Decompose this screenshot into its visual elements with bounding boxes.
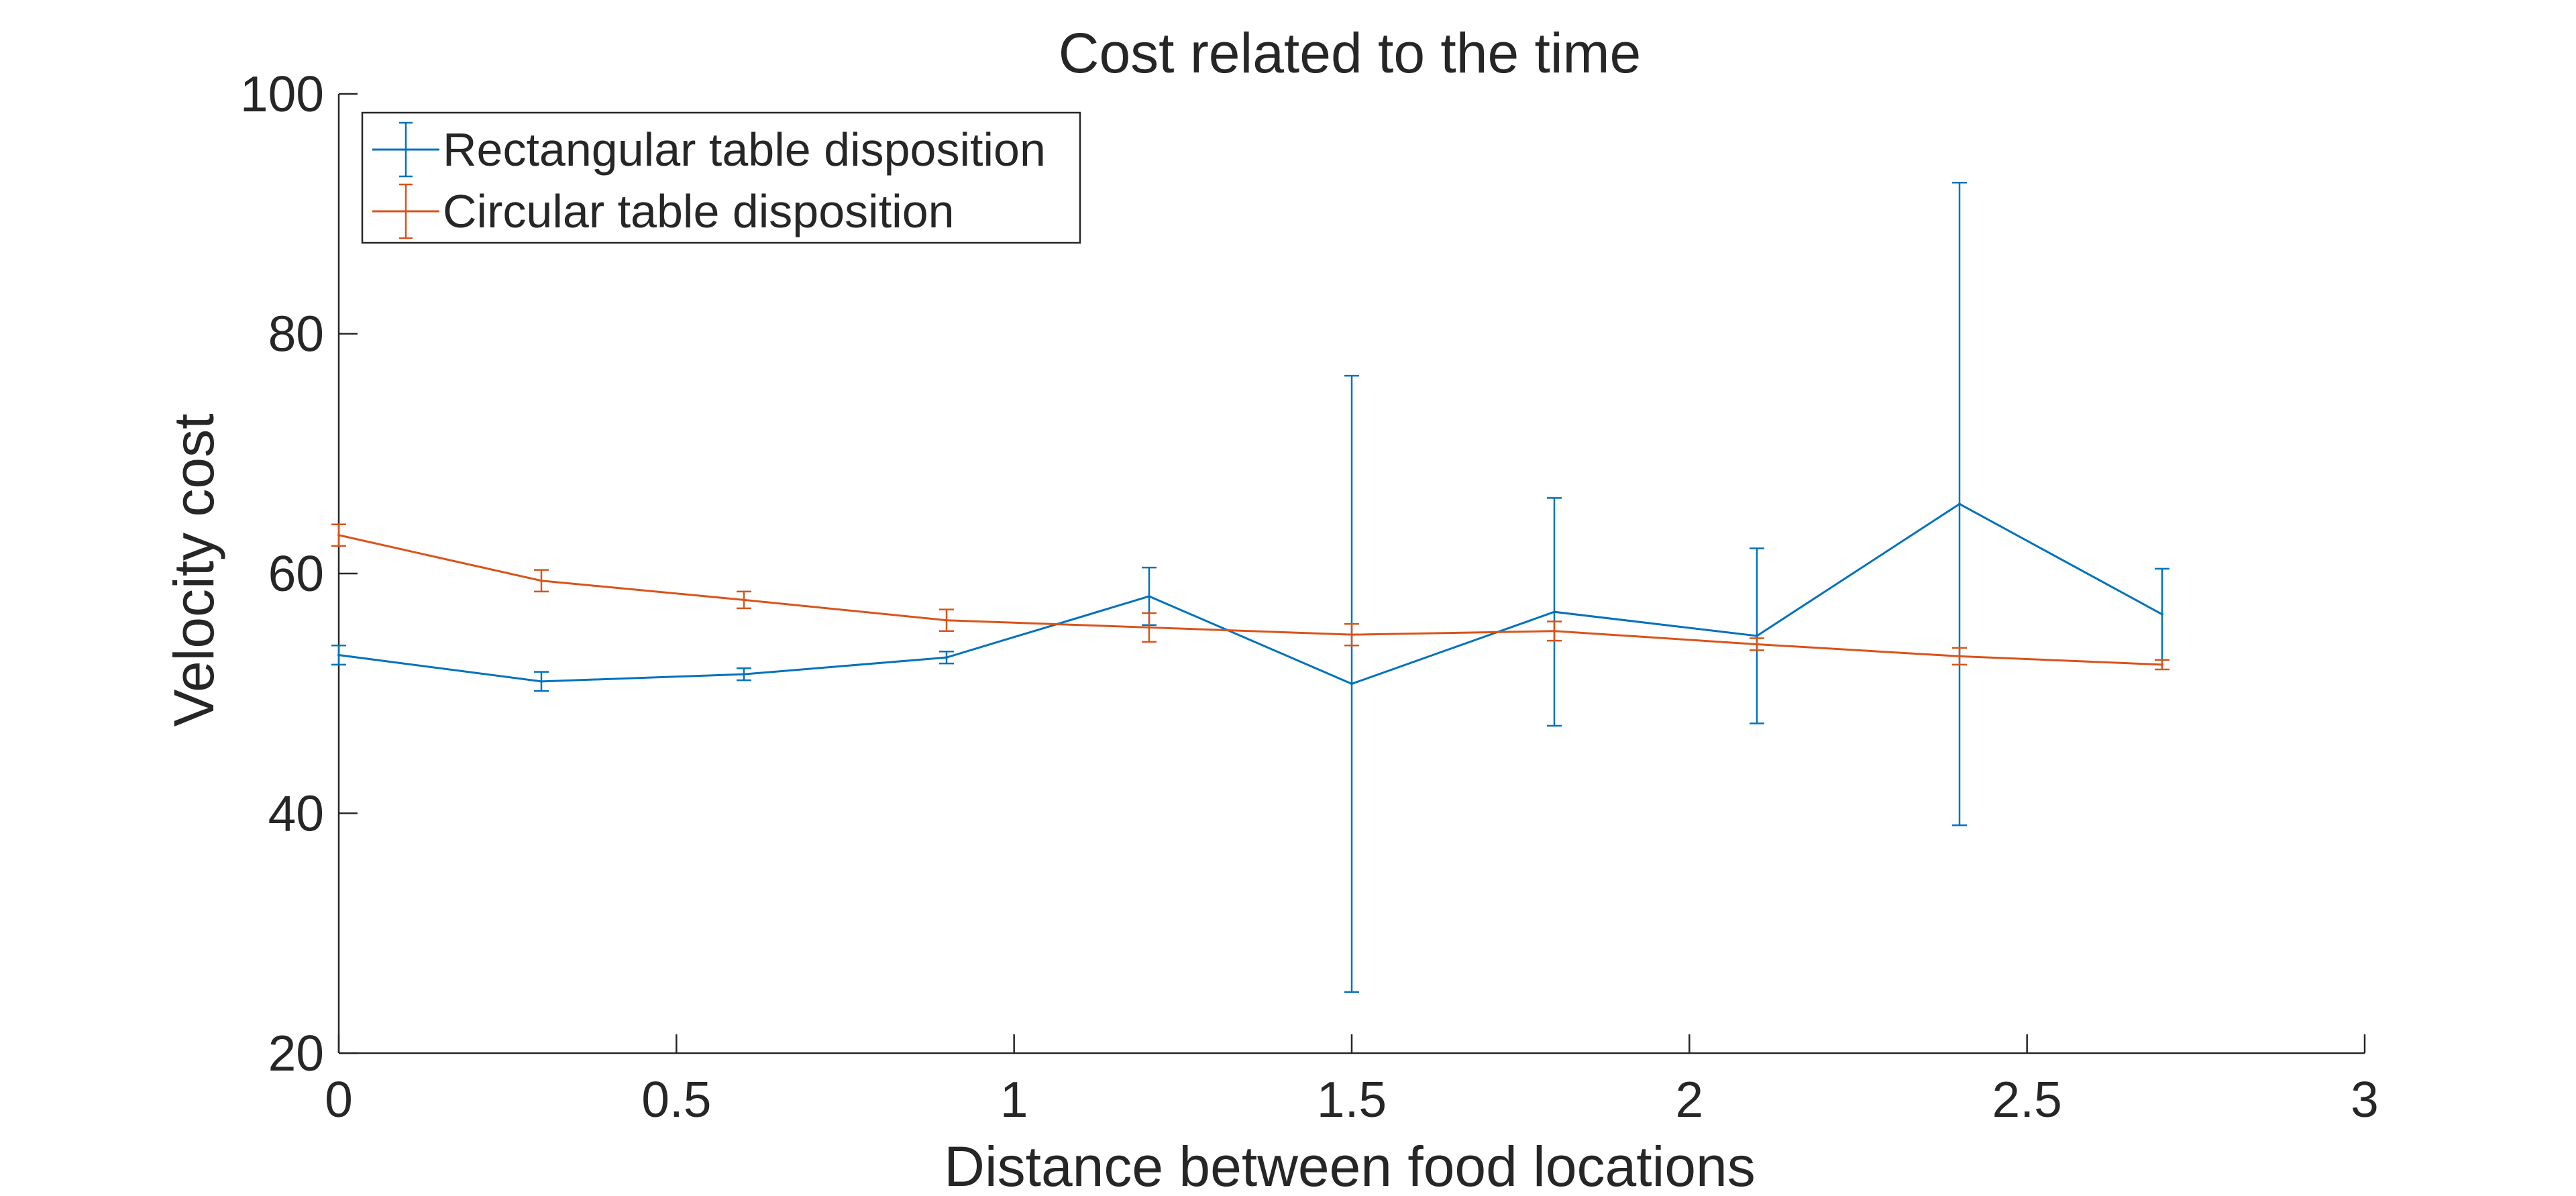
x-tick-label: 0.5	[641, 1071, 711, 1128]
data-point	[1350, 633, 1353, 637]
legend: Rectangular table disposition Circular ta…	[361, 111, 1081, 244]
y-tick-label: 60	[268, 545, 324, 602]
data-point	[337, 653, 340, 657]
data-point	[743, 598, 745, 602]
data-point	[1958, 502, 1961, 506]
data-point	[540, 679, 543, 683]
data-point	[1958, 655, 1961, 658]
error-bar	[737, 667, 751, 682]
series-1	[331, 523, 2169, 671]
error-bar	[2155, 567, 2169, 661]
data-point	[2161, 663, 2163, 666]
x-tick-label: 0	[325, 1071, 353, 1128]
x-tick-label: 2.5	[1992, 1071, 2062, 1128]
plot-area	[331, 182, 2169, 993]
error-bar	[1142, 612, 1157, 643]
data-point	[1350, 682, 1353, 686]
y-tick-label: 20	[268, 1025, 324, 1081]
data-point	[2161, 612, 2163, 616]
data-point	[945, 618, 948, 622]
data-point	[743, 673, 745, 676]
data-point	[1553, 610, 1556, 614]
chart-title: Cost related to the time	[1059, 21, 1641, 85]
legend-entry: Circular table disposition	[372, 183, 955, 239]
error-bar	[2155, 659, 2169, 671]
error-bar	[939, 650, 954, 665]
series-line	[338, 502, 2163, 686]
error-bar	[939, 608, 954, 633]
y-tick-label: 40	[268, 785, 324, 842]
error-bar	[1547, 497, 1562, 727]
error-bar	[1750, 637, 1764, 651]
legend-entry: Rectangular table disposition	[372, 121, 1046, 178]
error-bar	[534, 569, 549, 593]
error-bar	[1952, 647, 1967, 666]
data-point	[1148, 594, 1150, 598]
error-bar	[534, 671, 549, 692]
error-bar	[1547, 620, 1562, 642]
error-bar	[737, 590, 751, 610]
error-bar	[1750, 547, 1764, 724]
x-axis-label: Distance between food locations	[944, 1135, 1755, 1196]
legend-box	[361, 111, 1081, 244]
data-point	[945, 656, 948, 659]
error-bar	[1344, 622, 1359, 647]
error-bar	[331, 645, 346, 666]
data-point	[337, 533, 340, 537]
error-bar	[1952, 182, 1967, 826]
legend-label: Rectangular table disposition	[443, 123, 1046, 176]
x-tick-label: 1	[1000, 1071, 1028, 1128]
data-point	[1148, 626, 1150, 629]
x-tick-label: 2	[1675, 1071, 1703, 1128]
data-point	[540, 579, 543, 582]
series-line	[338, 534, 2163, 666]
axes: 0 0.5 1 1.5 2 2.5 3 20 40 60 80 100	[240, 66, 2379, 1128]
data-point	[1553, 629, 1556, 633]
data-point	[1756, 634, 1758, 637]
error-bar	[331, 523, 346, 547]
x-tick-label: 1.5	[1317, 1071, 1387, 1128]
legend-label: Circular table disposition	[443, 185, 955, 237]
y-tick-label: 100	[240, 66, 324, 122]
data-point	[1756, 643, 1758, 646]
x-tick-label: 3	[2351, 1071, 2379, 1128]
y-axis-label: Velocity cost	[162, 414, 225, 727]
error-bar	[1344, 374, 1359, 993]
y-tick-label: 80	[268, 306, 324, 362]
